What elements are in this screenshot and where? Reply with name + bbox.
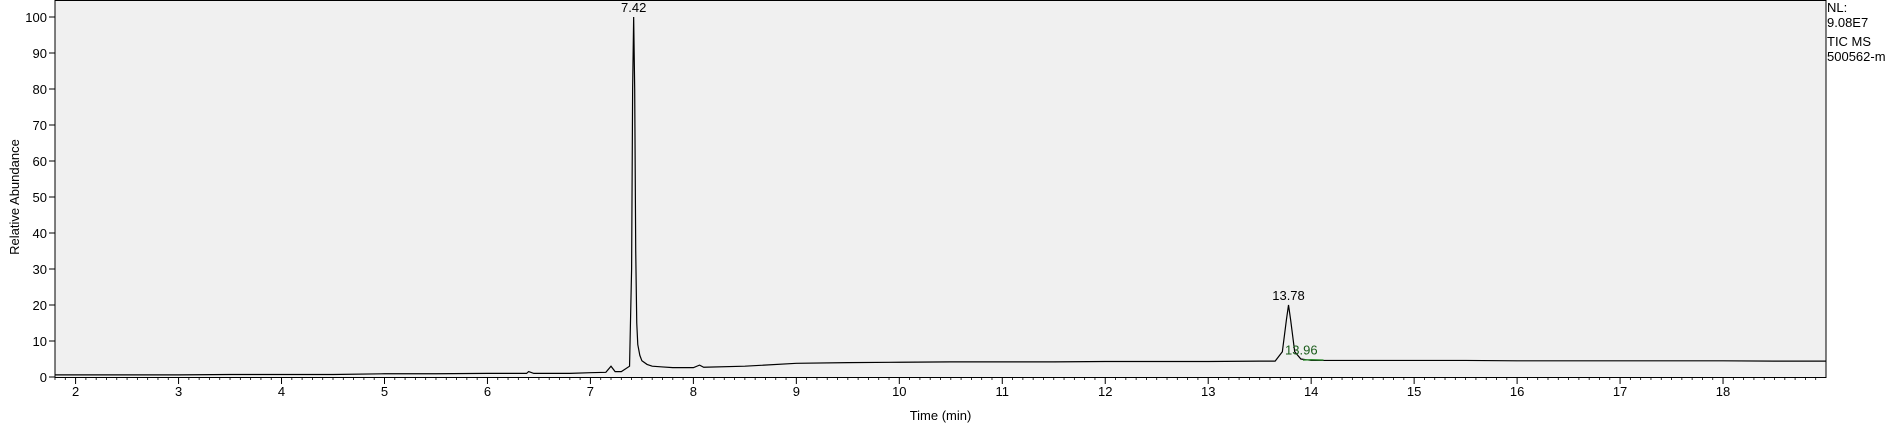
x-tick-label: 14 (1304, 384, 1318, 399)
x-tick-label: 4 (278, 384, 285, 399)
x-axis-major-ticks: 2 3 4 5 6 7 8 9 10 11 12 13 14 15 16 17 18 (72, 377, 1730, 399)
nl-value: 9.08E7 (1827, 15, 1869, 30)
x-tick-label: 11 (996, 384, 1010, 399)
nl-label: NL: (1827, 0, 1848, 15)
y-tick-label: 20 (33, 298, 47, 313)
peak-label: 7.42 (621, 0, 646, 15)
x-tick-label: 9 (793, 384, 800, 399)
y-tick-label: 70 (33, 118, 47, 133)
x-axis-title: Time (min) (910, 408, 972, 423)
file-name: 500562-m (1827, 49, 1886, 64)
y-axis-ticks: 0 10 20 30 40 50 60 70 80 90 100 (25, 10, 55, 385)
x-tick-label: 5 (381, 384, 388, 399)
x-tick-label: 3 (175, 384, 182, 399)
x-tick-label: 17 (1613, 384, 1627, 399)
y-tick-label: 60 (33, 154, 47, 169)
y-tick-label: 10 (33, 334, 47, 349)
x-tick-label: 13 (1201, 384, 1215, 399)
x-tick-label: 15 (1407, 384, 1421, 399)
y-tick-label: 90 (33, 46, 47, 61)
y-axis-title: Relative Abundance (7, 139, 22, 255)
x-tick-label: 8 (690, 384, 697, 399)
y-tick-label: 50 (33, 190, 47, 205)
y-tick-label: 80 (33, 82, 47, 97)
y-tick-label: 100 (25, 10, 47, 25)
trace-type: TIC MS (1827, 34, 1872, 49)
y-tick-label: 30 (33, 262, 47, 277)
x-tick-label: 6 (484, 384, 491, 399)
peak-labels: 7.42 13.78 13.96 (621, 0, 1318, 358)
peak-label: 13.96 (1285, 343, 1318, 358)
y-tick-label: 0 (40, 370, 47, 385)
x-tick-label: 16 (1510, 384, 1524, 399)
y-tick-label: 40 (33, 226, 47, 241)
plot-area (54, 0, 1827, 378)
x-axis-minor-ticks (54, 377, 1817, 380)
x-tick-label: 10 (892, 384, 906, 399)
x-tick-label: 2 (72, 384, 79, 399)
x-tick-label: 18 (1716, 384, 1730, 399)
peak-label: 13.78 (1272, 288, 1305, 303)
x-tick-label: 12 (1098, 384, 1112, 399)
x-tick-label: 7 (587, 384, 594, 399)
